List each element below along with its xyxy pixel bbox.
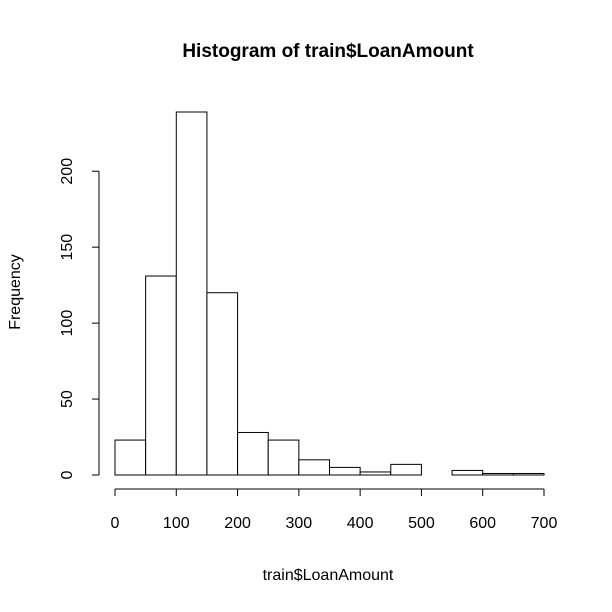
y-tick-label: 200 [59,158,76,185]
bar [145,275,177,476]
bar [267,439,300,476]
x-tick-label: 200 [224,515,251,532]
bar [298,459,331,476]
x-tick-label: 300 [286,515,313,532]
bar [206,292,239,476]
bar [451,469,484,476]
x-tick-label: 600 [469,515,496,532]
y-tick-label: 150 [59,234,76,261]
x-tick-label: 100 [163,515,190,532]
bar [237,431,269,476]
x-axis-label: train$LoanAmount [263,567,394,584]
bar [329,466,361,476]
y-axis-label: Frequency [7,254,24,330]
bar [114,439,147,476]
chart-title: Histogram of train$LoanAmount [182,41,474,62]
y-tick-label: 50 [59,390,76,408]
x-tick-label: 700 [531,515,558,532]
x-tick-label: 0 [111,515,120,532]
bar [359,471,392,476]
x-tick-label: 500 [408,515,435,532]
y-tick-label: 100 [59,310,76,337]
y-tick-label: 0 [59,470,76,479]
bar [390,463,422,476]
bar [175,111,208,476]
x-tick-label: 400 [347,515,374,532]
bar [482,472,514,476]
bar [512,472,545,476]
